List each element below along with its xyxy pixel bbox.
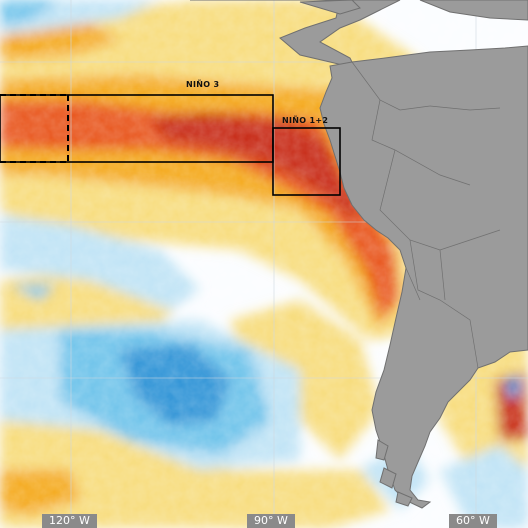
south-america-landmass [190,0,528,509]
nino-3-label: NIÑO 3 [186,80,220,89]
nino-12-label: NIÑO 1+2 [282,116,329,125]
longitude-label-90w: 90° W [247,514,295,528]
longitude-label-120w: 120° W [42,514,97,528]
nino-12-box [272,127,341,196]
country-borders [351,61,501,369]
longitude-label-60w: 60° W [449,514,497,528]
